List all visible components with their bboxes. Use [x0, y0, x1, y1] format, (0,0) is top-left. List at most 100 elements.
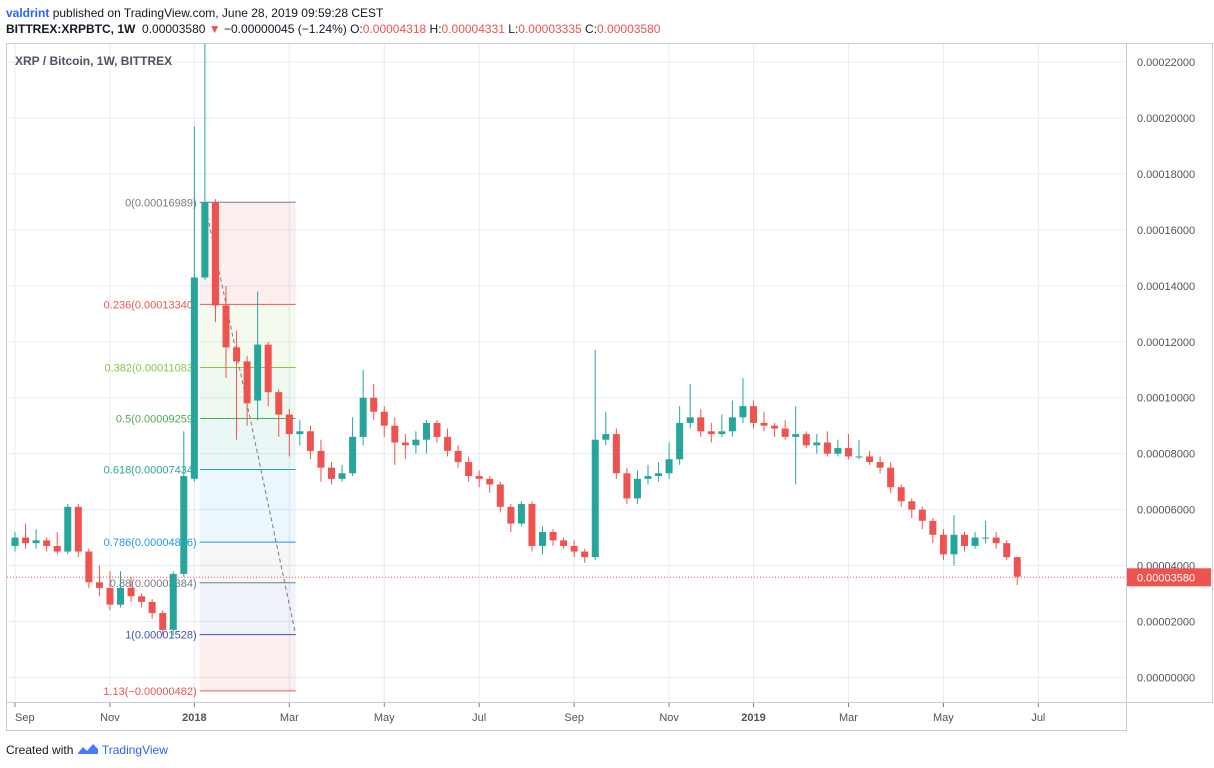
candle-down	[581, 551, 589, 558]
candle-up	[539, 531, 546, 546]
candle-up	[422, 422, 430, 440]
candle-down	[560, 540, 568, 546]
time-tick-label: Nov	[100, 712, 120, 724]
candle-up	[655, 473, 663, 477]
fib-level-label: 0.236(0.00013340)	[104, 299, 197, 311]
candle-down	[211, 201, 219, 306]
candle-up	[728, 417, 736, 432]
fib-band	[199, 634, 296, 691]
fib-band	[199, 418, 296, 470]
fib-level-label: 0.382(0.00011083)	[104, 362, 196, 374]
candle-down	[22, 537, 30, 544]
low-value: 0.00003335	[518, 22, 582, 36]
candle-down	[771, 425, 779, 429]
candle-down	[697, 417, 705, 432]
candle-down	[760, 422, 768, 426]
candle-down	[138, 596, 146, 602]
time-tick-label: Sep	[564, 712, 584, 724]
candle-down	[823, 442, 831, 454]
candle-up	[665, 459, 673, 474]
time-tick-label: May	[933, 712, 954, 724]
candle-down	[781, 428, 789, 437]
fib-level-label: 0(0.00016989)	[125, 197, 197, 209]
candle-down	[43, 540, 51, 546]
time-tick-label: Mar	[839, 712, 858, 724]
tradingview-logo-icon	[77, 744, 98, 754]
high-label: H:	[429, 22, 442, 36]
triangle-down-icon: ▼	[208, 22, 221, 36]
candle-up	[602, 434, 610, 440]
fib-trend-line	[204, 202, 297, 635]
price-tick-label: 0.00008000	[1137, 449, 1195, 461]
candle-down	[549, 531, 557, 541]
candle-down	[317, 450, 325, 468]
candle-up	[190, 277, 198, 479]
fib-band	[199, 469, 296, 543]
candle-up	[64, 506, 72, 552]
candle-down	[570, 545, 578, 552]
price-axis-svg: 0.000000000.000020000.000040000.00006000…	[1127, 57, 1211, 684]
candle-down	[866, 456, 874, 463]
candle-down	[380, 411, 388, 426]
time-tick-label: Jul	[472, 712, 486, 724]
candle-down	[1013, 557, 1021, 577]
price-tick-label: 0.00012000	[1137, 337, 1195, 349]
fib-level-label: 0.786(0.00004836)	[104, 537, 197, 549]
candle-down	[275, 392, 283, 415]
time-tick-label: Mar	[280, 712, 299, 724]
price-tick-label: 0.00010000	[1137, 393, 1195, 405]
footer: Created with TradingView	[6, 743, 168, 757]
candle-down	[370, 397, 378, 412]
time-tick-label: Sep	[15, 712, 35, 724]
tradingview-brand[interactable]: TradingView	[101, 743, 168, 757]
candle-up	[338, 473, 346, 479]
candle-down	[528, 504, 536, 546]
fib-band	[199, 582, 296, 635]
fib-level-label: 1(0.00001528)	[125, 630, 197, 642]
candle-down	[897, 487, 905, 502]
candle-down	[127, 587, 135, 597]
candle-down	[496, 484, 504, 507]
candle-up	[633, 478, 641, 499]
candle-up	[686, 417, 694, 423]
close-value: 0.00003580	[597, 22, 661, 36]
chart-pane[interactable]: 0(0.00016989) 0.236(0.00013340) 0.382(0.00…	[6, 43, 1127, 703]
candle-up	[950, 534, 958, 555]
time-axis[interactable]: Sep Nov 2018 Mar May Jul Sep Nov 2019 Mar May Jul	[6, 703, 1127, 731]
candle-up	[517, 504, 525, 524]
candle-down	[918, 509, 926, 521]
candle-up	[254, 344, 262, 401]
price-tick-label: 0.00002000	[1137, 616, 1195, 628]
candle-down	[992, 537, 1000, 544]
last-price: 0.00003580	[142, 22, 206, 36]
candle-down	[328, 467, 335, 479]
candle-up	[359, 397, 367, 437]
candle-down	[507, 506, 515, 524]
candle-up	[644, 476, 652, 479]
open-value: 0.00004318	[362, 22, 427, 36]
price-axis[interactable]: 0.00000000 0.00002000 0.00004000 0.00006000…	[1127, 43, 1213, 703]
candle-down	[961, 534, 968, 546]
candle-up	[117, 587, 124, 605]
time-tick-label: 2019	[741, 712, 765, 724]
author-link[interactable]: valdrint	[6, 6, 50, 20]
ohlc-bar: BITTREX:XRPBTC, 1W 0.00003580 ▼ −0.00000…	[6, 22, 660, 36]
candle-up	[718, 431, 726, 435]
candle-up	[349, 436, 357, 474]
candle-up	[676, 422, 684, 460]
candle-down	[401, 442, 409, 446]
price-chart[interactable]: 0(0.00016989) 0.236(0.00013340) 0.382(0.00…	[7, 44, 1126, 702]
fib-band	[199, 304, 296, 368]
price-tick-label: 0.00016000	[1137, 225, 1195, 237]
time-tick-label: Nov	[659, 712, 679, 724]
time-tick-label: 2018	[182, 712, 206, 724]
price-tick-label: 0.00020000	[1137, 113, 1195, 125]
candle-down	[929, 520, 937, 535]
candle-down	[887, 467, 895, 488]
candle-up	[296, 431, 304, 435]
created-with-label: Created with	[6, 743, 74, 757]
fib-level-label: 1.13(−0.00000482)	[103, 686, 196, 698]
price-tick-label: 0.00006000	[1137, 505, 1195, 517]
time-tick-label: May	[374, 712, 395, 724]
candle-down	[623, 473, 631, 499]
